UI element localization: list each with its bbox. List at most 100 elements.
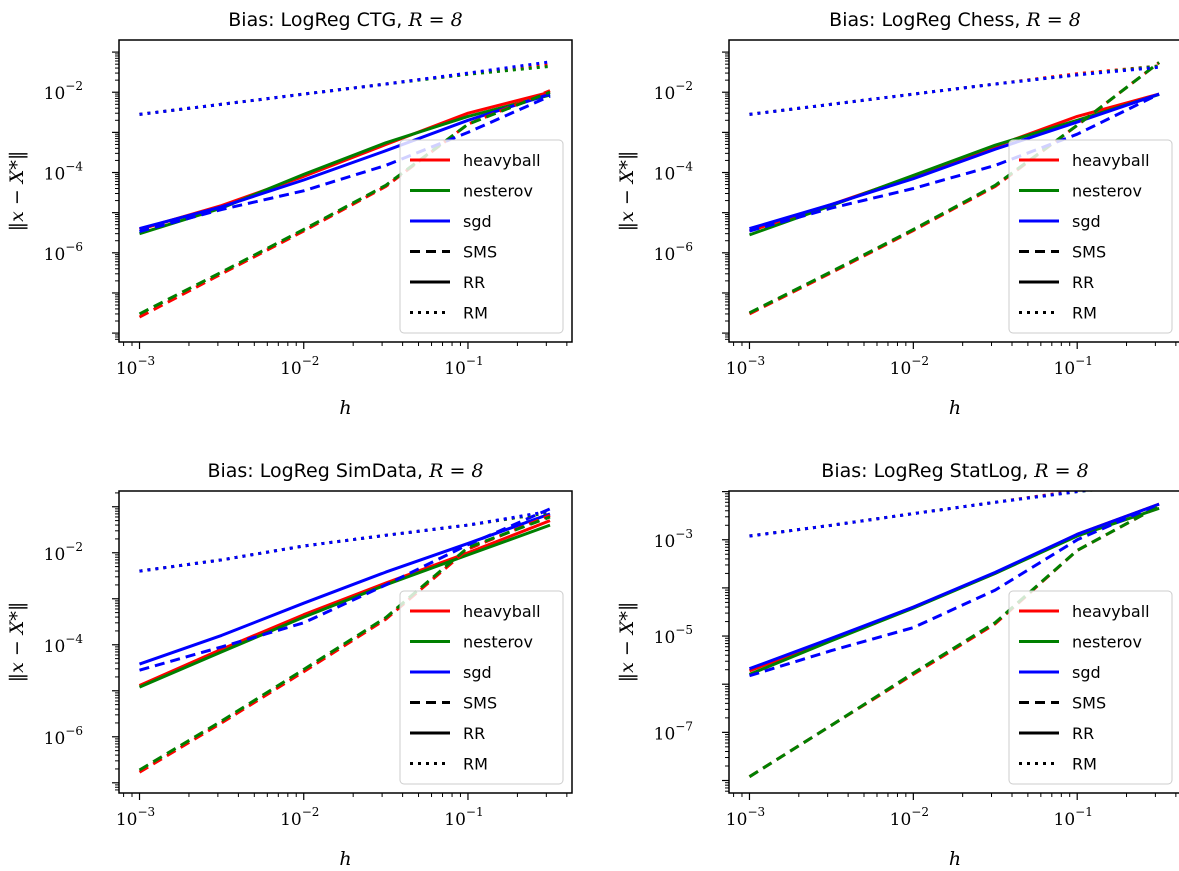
x-tick-base: 10 — [280, 359, 302, 379]
y-tick-label: 10−4 — [44, 160, 84, 185]
y-axis-label: ‖x − X*‖ — [616, 151, 638, 232]
x-tick-label: 10−2 — [280, 805, 319, 830]
series-line-heavyball-SMS — [138, 514, 551, 774]
x-axis-label: h — [949, 397, 961, 419]
x-tick-label: 10−1 — [444, 354, 483, 379]
x-tick-exp: −1 — [466, 805, 484, 819]
legend-label-RR: RR — [463, 273, 485, 292]
legend-label-RR: RR — [463, 724, 485, 743]
x-axis-label: h — [949, 848, 961, 867]
x-tick-base: 10 — [726, 359, 748, 379]
legend-label-sgd: sgd — [463, 212, 492, 231]
x-tick-base: 10 — [280, 810, 302, 830]
y-tick-label: 10−6 — [44, 240, 83, 265]
x-tick-base: 10 — [1054, 359, 1076, 379]
chart-panel-1: Bias: LogReg CTG, R = 810−3 10−2 10−110−61… — [6, 9, 573, 419]
series-line-sgd-RR — [748, 502, 1160, 671]
y-tick-exp: −6 — [675, 240, 693, 254]
chart-title-math: R = 8 — [1033, 460, 1088, 482]
x-tick-label: 10−3 — [116, 354, 155, 379]
y-tick-label: 10−4 — [654, 160, 694, 185]
series-group — [138, 507, 551, 774]
chart-panel-2: Bias: LogReg Chess, R = 810−3 10−2 10−110−… — [616, 9, 1179, 419]
x-axis-label: h — [339, 848, 351, 867]
legend-label-nesterov: nesterov — [1072, 182, 1142, 201]
x-tick-base: 10 — [890, 810, 912, 830]
x-tick-exp: −3 — [137, 354, 155, 368]
x-tick-label: 10−2 — [280, 354, 319, 379]
y-tick-label: 10−4 — [44, 632, 84, 657]
legend-label-nesterov: nesterov — [463, 633, 533, 652]
legend-label-RM: RM — [463, 755, 488, 774]
y-tick-base: 10 — [44, 545, 66, 565]
y-tick-exp: −6 — [65, 240, 83, 254]
chart-title-math: R = 8 — [428, 460, 483, 482]
y-tick-base: 10 — [654, 84, 676, 104]
series-line-sgd-RR — [749, 92, 1160, 231]
x-tick-base: 10 — [116, 810, 138, 830]
y-axis-label: ‖x − X*‖ — [6, 151, 28, 232]
legend-label-heavyball: heavyball — [463, 602, 541, 621]
x-tick-base: 10 — [726, 810, 748, 830]
legend-box — [1008, 139, 1173, 334]
legend-label-RM: RM — [1072, 755, 1097, 774]
y-tick-label: 10−2 — [44, 79, 83, 104]
chart-title-text: Bias: LogReg Chess, — [829, 9, 1026, 31]
legend-label-RM: RM — [463, 304, 488, 323]
x-tick-exp: −1 — [1075, 354, 1093, 368]
y-tick-base: 10 — [654, 628, 676, 648]
series-group — [748, 491, 1160, 778]
y-axis-label: ‖x − X*‖ — [616, 602, 638, 683]
x-tick-exp: −3 — [747, 354, 765, 368]
series-line-sgd-SMS — [749, 92, 1160, 233]
y-tick-label: 10−7 — [654, 719, 693, 744]
y-tick-exp: −3 — [675, 527, 693, 541]
legend-label-sgd: sgd — [1072, 663, 1101, 682]
series-line-heavyball-RR — [138, 519, 551, 687]
axes-frame — [118, 490, 573, 794]
series-line-sgd-SMS — [139, 507, 551, 672]
legend-label-nesterov: nesterov — [463, 182, 533, 201]
legend-box — [1008, 590, 1173, 785]
legend-label-SMS: SMS — [1072, 694, 1106, 713]
chart-title-text: Bias: LogReg CTG, — [228, 9, 408, 31]
x-tick-base: 10 — [890, 359, 912, 379]
series-line-nesterov-RR — [138, 523, 551, 689]
x-tick-exp: −2 — [302, 354, 320, 368]
chart-title: Bias: LogReg CTG, R = 8 — [228, 9, 462, 31]
x-tick-label: 10−2 — [890, 805, 929, 830]
legend-label-SMS: SMS — [463, 694, 497, 713]
y-tick-base: 10 — [44, 84, 66, 104]
x-axis-label: h — [339, 397, 351, 419]
y-tick-base: 10 — [44, 637, 66, 657]
y-tick-base: 10 — [44, 729, 66, 749]
x-tick-base: 10 — [116, 359, 138, 379]
legend-label-RM: RM — [1072, 304, 1097, 323]
legend-label-heavyball: heavyball — [1072, 151, 1150, 170]
chart-title-text: Bias: LogReg SimData, — [207, 460, 429, 482]
legend-label-SMS: SMS — [463, 243, 497, 262]
y-tick-label: 10−6 — [654, 240, 693, 265]
x-tick-exp: −2 — [911, 354, 929, 368]
series-line-sgd-RR — [139, 92, 551, 231]
x-tick-base: 10 — [444, 810, 466, 830]
chart-title-math: R = 8 — [407, 9, 462, 31]
y-tick-label: 10−2 — [44, 540, 83, 565]
x-tick-label: 10−2 — [890, 354, 929, 379]
series-line-heavyball-RM — [749, 64, 1160, 116]
x-tick-exp: −3 — [747, 805, 765, 819]
y-tick-exp: −4 — [65, 632, 83, 646]
legend-label-SMS: SMS — [1072, 243, 1106, 262]
chart-title: Bias: LogReg Chess, R = 8 — [829, 9, 1081, 31]
series-line-nesterov-RM — [749, 64, 1160, 116]
series-line-nesterov-SMS — [138, 90, 551, 316]
legend-box — [399, 139, 564, 334]
y-tick-base: 10 — [654, 532, 676, 552]
chart-panel-4: Bias: LogReg StatLog, R = 810−3 10−2 10−11… — [616, 460, 1179, 870]
legend-label-sgd: sgd — [463, 663, 492, 682]
y-tick-exp: −6 — [65, 724, 83, 738]
chart-title-text: Bias: LogReg StatLog, — [821, 460, 1034, 482]
y-tick-exp: −4 — [65, 160, 83, 174]
y-tick-exp: −2 — [65, 79, 83, 93]
